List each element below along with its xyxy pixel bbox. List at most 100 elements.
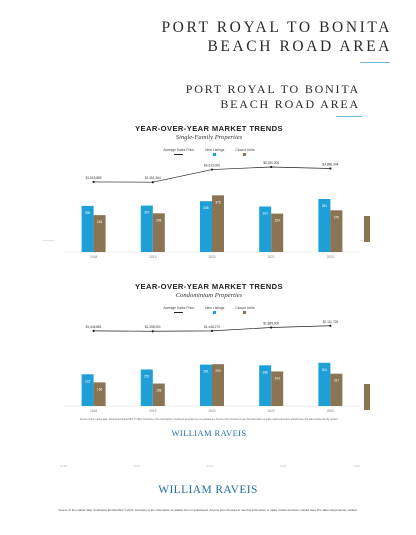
legend-swatch-blue	[213, 311, 217, 314]
bar-value-label: 336	[203, 206, 209, 210]
x-tick-label: 2018	[90, 409, 97, 413]
legend-item-closed-units: Closed Units	[235, 306, 255, 314]
legend-swatch-brown	[243, 153, 247, 156]
chart-2-subtitle: Condominium Properties	[175, 292, 243, 299]
line-value-label: $1,885,000	[263, 322, 279, 326]
bar-closed-units	[93, 382, 106, 406]
bar-closed-units	[212, 195, 224, 252]
bar-value-label: 223	[85, 379, 91, 383]
line-point	[329, 324, 332, 327]
bar-value-label: 257	[144, 374, 150, 378]
legend-label: Average Sales Price	[163, 306, 195, 310]
report-title: PORT ROYAL TO BONITA BEACH ROAD AREA	[186, 82, 360, 112]
chart-1: 305 244 2018 307 256 2019 336 375 2020 301 254 2021…	[64, 161, 360, 259]
line-value-label: $1,446,881	[86, 325, 102, 329]
x-tick-label: 2019	[149, 409, 156, 413]
line-point	[151, 181, 154, 184]
line-point	[210, 329, 214, 332]
legend-item-new-listings: New Listings	[205, 306, 224, 314]
page-title-line-2: BEACH ROAD AREA	[207, 38, 392, 55]
bar-value-label: 305	[85, 211, 91, 215]
ghost-label: 2022	[353, 464, 360, 468]
bar-value-label: 304	[322, 368, 328, 372]
line-value-label: $1,518,889	[86, 176, 102, 180]
x-tick-label: 2022	[327, 409, 334, 413]
chart-2-title: YEAR-OVER-YEAR MARKET TRENDS	[135, 282, 283, 291]
divider-left	[43, 240, 55, 241]
chart-2-heading: YEAR-OVER-YEAR MARKET TRENDS Condominium…	[44, 282, 374, 299]
ghost-label: 2019	[133, 464, 141, 468]
line-value-label: $5,250,000	[263, 161, 279, 165]
chart-1-subtitle: Single-Family Properties	[175, 134, 243, 141]
chart-1-heading: YEAR-OVER-YEAR MARKET TRENDS Single-Fami…	[44, 124, 374, 141]
report-logo: WILLIAM RAVEIS	[171, 428, 247, 438]
bar-closed-units	[93, 215, 106, 252]
title-rule	[360, 62, 390, 63]
legend-line-swatch	[174, 154, 184, 155]
bar-new-listings	[140, 205, 153, 252]
legend-label: Closed Units	[235, 148, 255, 152]
legend-item-price: Average Sales Price	[163, 148, 194, 156]
report-footnote: Source of the market data: Southwest Flo…	[79, 418, 339, 421]
x-tick-label: 2020	[208, 255, 215, 259]
bar-new-listings	[318, 198, 331, 252]
chart-1-legend: Average Sales Price New Listings Closed …	[44, 148, 374, 156]
report-title-line-1: PORT ROYAL TO BONITA	[185, 82, 360, 96]
bar-closed-units	[271, 371, 284, 406]
line-value-label: $1,448,279	[204, 325, 220, 329]
page-title: PORT ROYAL TO BONITA BEACH ROAD AREA	[161, 18, 392, 56]
line-point	[92, 329, 95, 332]
bar-new-listings	[200, 201, 212, 252]
bar-closed-units	[330, 210, 343, 252]
bar-value-label: 158	[156, 389, 162, 393]
bar-value-label: 301	[263, 212, 269, 216]
bar-value-label: 351	[322, 204, 328, 208]
bar-new-listings	[259, 206, 272, 252]
legend-item-new-listings: New Listings	[205, 148, 224, 156]
report-title-rule	[336, 116, 362, 117]
x-tick-label: 2021	[268, 255, 275, 259]
legend-item-price: Average Sales Price	[163, 306, 194, 314]
bar-value-label: 166	[97, 387, 103, 391]
bar-closed-units	[152, 213, 165, 252]
bar-closed-units	[271, 213, 284, 252]
page-title-line-1: PORT ROYAL TO BONITA	[161, 19, 392, 36]
side-bar-top	[364, 216, 370, 242]
x-tick-label: 2019	[149, 255, 156, 259]
x-tick-label: 2022	[327, 255, 334, 259]
ghost-label: 2021	[279, 464, 287, 468]
bar-value-label: 243	[275, 376, 281, 380]
line-point	[210, 168, 214, 171]
line-point	[270, 326, 273, 329]
chart-2-legend: Average Sales Price New Listings Closed …	[44, 306, 374, 314]
legend-item-closed-units: Closed Units	[235, 148, 255, 156]
x-tick-label: 2018	[90, 255, 97, 259]
report-title-line-2: BEACH ROAD AREA	[220, 97, 360, 111]
bar-new-listings	[140, 369, 153, 406]
bar-value-label: 244	[97, 220, 103, 224]
side-bar-bottom	[364, 384, 370, 410]
line-value-label: $4,613,000	[204, 164, 220, 168]
bar-new-listings	[200, 364, 212, 406]
legend-label: Closed Units	[235, 306, 255, 310]
bar-value-label: 291	[203, 370, 209, 374]
report-page: PORT ROYAL TO BONITA BEACH ROAD AREA YEA…	[44, 78, 374, 463]
footer-note: Source of the market data: Southwest Flo…	[58, 508, 358, 512]
line-value-label: $1,451,364	[145, 176, 161, 180]
bar-value-label: 286	[263, 370, 269, 374]
ghost-label: 2020	[206, 464, 214, 468]
line-point	[270, 165, 273, 169]
legend-label: New Listings	[205, 148, 225, 152]
legend-line-swatch	[174, 312, 184, 313]
bar-value-label: 294	[215, 369, 221, 373]
bar-value-label: 375	[215, 200, 221, 204]
bar-closed-units	[330, 373, 343, 406]
legend-swatch-brown	[243, 311, 247, 314]
bar-value-label: 276	[334, 215, 340, 219]
x-tick-label: 2020	[208, 409, 215, 413]
bar-closed-units	[152, 383, 165, 406]
bar-new-listings	[81, 374, 94, 406]
bar-new-listings	[81, 205, 94, 252]
legend-label: Average Sales Price	[163, 148, 195, 152]
line-value-label: $4,880,344	[322, 162, 338, 166]
